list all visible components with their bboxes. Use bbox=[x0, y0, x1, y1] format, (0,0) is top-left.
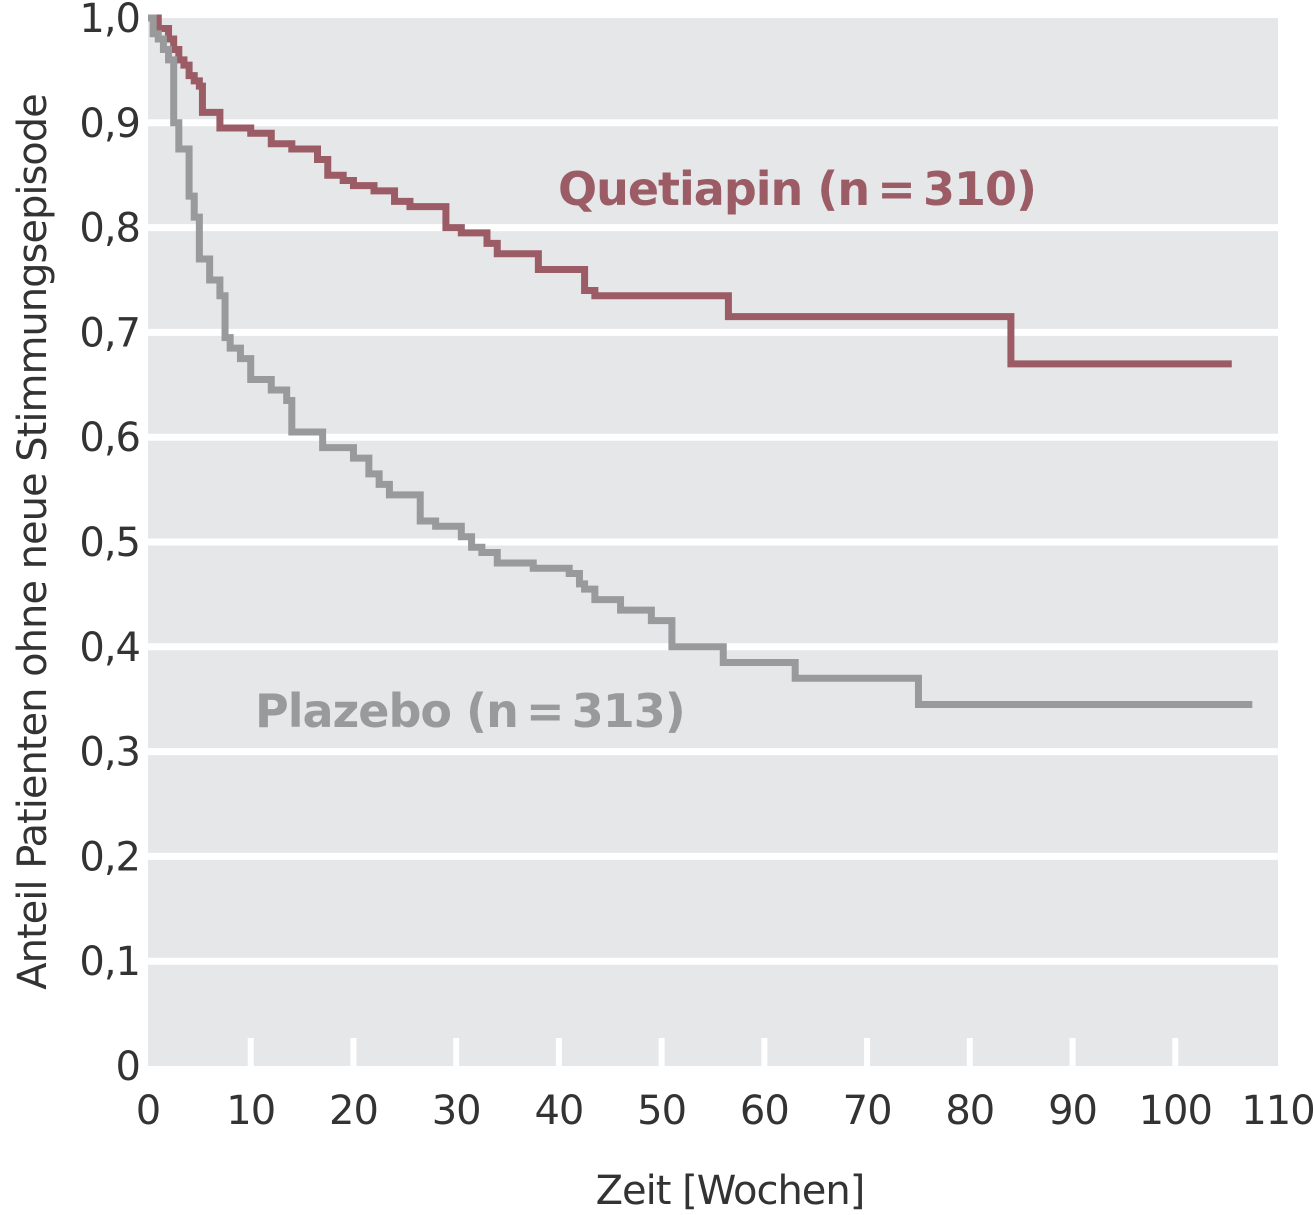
y-tick-label-1: 0,1 bbox=[79, 939, 140, 985]
x-tick-label-4: 40 bbox=[534, 1088, 583, 1134]
x-tick-label-0: 0 bbox=[136, 1088, 160, 1134]
x-tick-label-6: 60 bbox=[740, 1088, 789, 1134]
gridlines bbox=[148, 119, 1278, 965]
y-axis-title: Anteil Patienten ohne neue Stimmungsepis… bbox=[10, 94, 56, 990]
series-annotations: Quetiapin (n = 310) Plazebo (n = 313) bbox=[255, 162, 1037, 738]
y-tick-label-0: 0 bbox=[116, 1044, 140, 1090]
series-line-1 bbox=[148, 14, 1253, 708]
x-axis-title: Zeit [Wochen] bbox=[596, 1168, 865, 1214]
x-tick-label-7: 70 bbox=[843, 1088, 892, 1134]
series-line-0 bbox=[148, 14, 1232, 368]
y-tick-label-7: 0,7 bbox=[79, 310, 140, 356]
series-lines bbox=[148, 14, 1253, 708]
y-tick-label-2: 0,2 bbox=[79, 834, 140, 880]
y-tick-label-6: 0,6 bbox=[79, 415, 140, 461]
y-tick-label-4: 0,4 bbox=[79, 625, 140, 671]
y-tick-label-8: 0,8 bbox=[79, 206, 140, 252]
x-axis-tick-labels: 0 10 20 30 40 50 60 70 80 90 100 110 bbox=[136, 1088, 1313, 1134]
x-tick-label-5: 50 bbox=[637, 1088, 686, 1134]
x-tick-label-10: 100 bbox=[1139, 1088, 1212, 1134]
series-annotation-0: Quetiapin (n = 310) bbox=[558, 162, 1036, 216]
y-axis-tick-labels: 0 0,1 0,2 0,3 0,4 0,5 0,6 0,7 0,8 0,9 1,0 bbox=[79, 0, 141, 1090]
x-tick-label-9: 90 bbox=[1048, 1088, 1097, 1134]
series-annotation-1: Plazebo (n = 313) bbox=[255, 684, 685, 738]
x-axis-ticks bbox=[247, 1038, 1179, 1066]
x-tick-label-2: 20 bbox=[329, 1088, 378, 1134]
x-tick-label-3: 30 bbox=[432, 1088, 481, 1134]
y-tick-label-10: 1,0 bbox=[79, 0, 140, 42]
x-tick-label-11: 110 bbox=[1241, 1088, 1313, 1134]
x-tick-label-8: 80 bbox=[945, 1088, 994, 1134]
y-tick-label-5: 0,5 bbox=[79, 520, 140, 566]
y-tick-label-3: 0,3 bbox=[79, 730, 140, 776]
x-tick-label-1: 10 bbox=[226, 1088, 275, 1134]
y-tick-label-9: 0,9 bbox=[79, 101, 140, 147]
